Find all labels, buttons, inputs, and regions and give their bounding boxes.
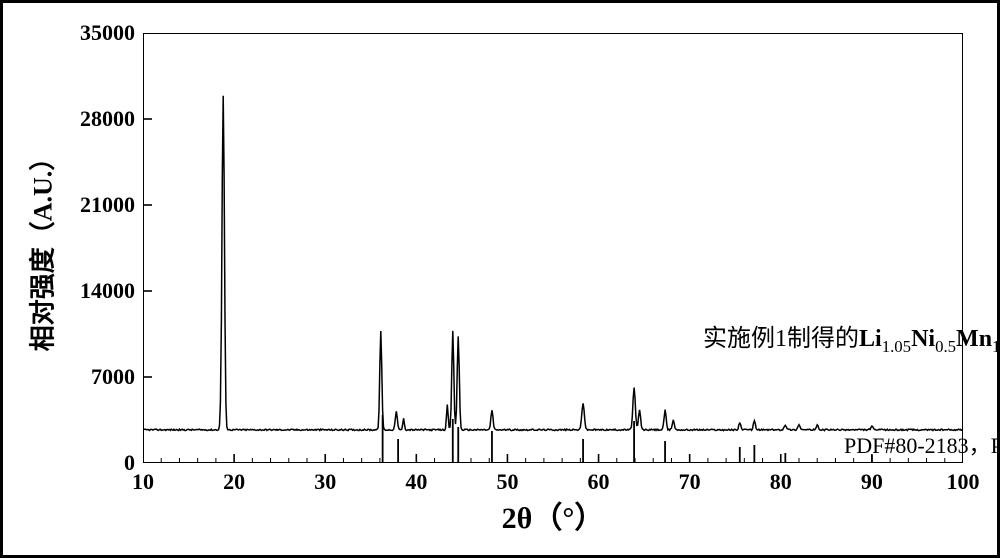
y-tick-label: 28000 — [80, 106, 135, 132]
x-tick-label: 90 — [861, 469, 883, 495]
x-tick-label: 100 — [947, 469, 980, 495]
x-tick-label: 70 — [679, 469, 701, 495]
x-tick-label: 40 — [405, 469, 427, 495]
x-tick-label: 30 — [314, 469, 336, 495]
plot-svg — [143, 33, 963, 463]
y-tick-label: 35000 — [80, 20, 135, 46]
x-tick-label: 60 — [588, 469, 610, 495]
x-tick-label: 50 — [496, 469, 518, 495]
x-tick-label: 20 — [223, 469, 245, 495]
xrd-figure: 相对强度（A.U.） 2θ（°） 07000140002100028000350… — [0, 0, 1000, 558]
y-tick-label: 7000 — [91, 364, 135, 390]
plot-area — [143, 33, 963, 463]
y-tick-label: 14000 — [80, 278, 135, 304]
sample-annotation: 实施例1制得的Li1.05Ni0.5Mn1.5O4 — [703, 318, 1000, 357]
y-tick-label: 21000 — [80, 192, 135, 218]
x-axis-label: 2θ（°） — [502, 493, 605, 537]
y-axis-label: 相对强度（A.U.） — [23, 145, 60, 352]
x-tick-label: 10 — [132, 469, 154, 495]
pdf-reference-annotation: PDF#80-2183，P4332 — [844, 428, 1000, 460]
x-tick-label: 80 — [770, 469, 792, 495]
